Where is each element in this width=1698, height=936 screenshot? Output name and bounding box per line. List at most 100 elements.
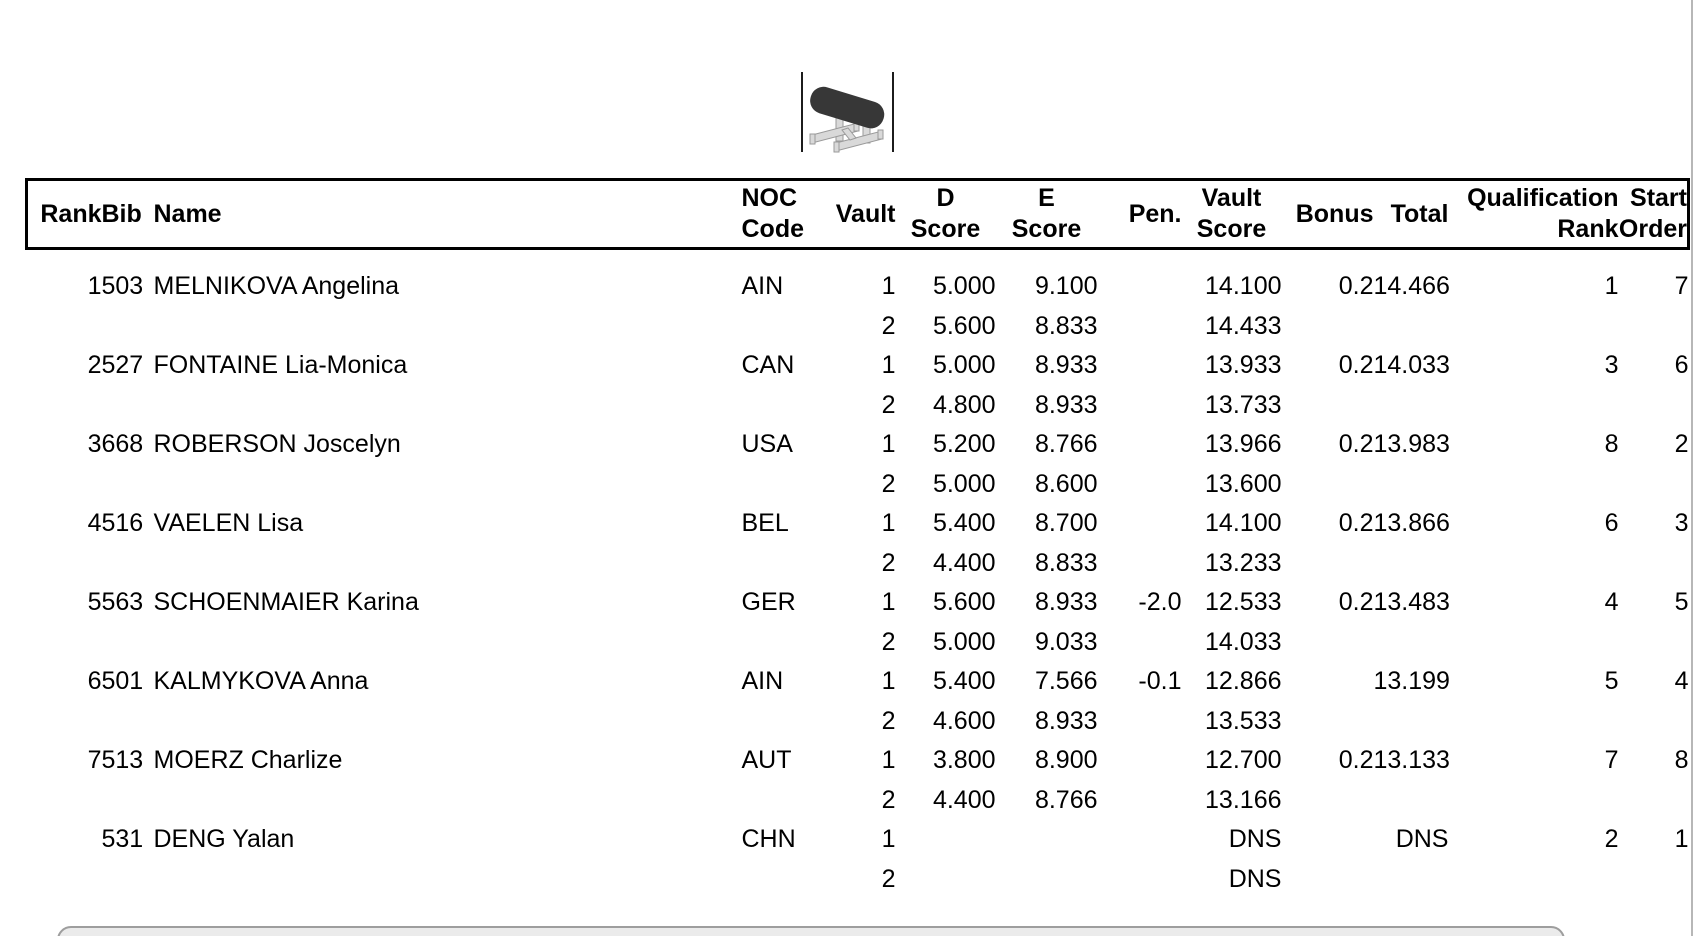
rank-cell	[27, 702, 102, 742]
d-score-cell: 4.600	[932, 706, 996, 735]
bib-cell	[102, 860, 154, 900]
total-cell	[1374, 544, 1449, 584]
bonus-cell	[1282, 702, 1374, 742]
total-cell: 13.866	[1373, 509, 1450, 538]
qualification-rank-cell	[1449, 781, 1619, 821]
vault-number-cell: 1	[881, 588, 896, 617]
bib-cell: 563	[101, 588, 144, 617]
noc-code-cell: USA	[741, 430, 793, 459]
table-row: 1 503 MELNIKOVA Angelina AIN 1 5.000 9.1…	[27, 267, 1689, 307]
total-cell	[1374, 623, 1449, 663]
d-score-cell: 4.400	[932, 548, 996, 577]
bonus-cell	[1282, 465, 1374, 505]
start-order-cell	[1619, 702, 1689, 742]
bonus-cell: 0.2	[1338, 272, 1374, 301]
col-header-rank: Rank	[25, 178, 102, 250]
total-cell: DNS	[1395, 825, 1449, 854]
start-order-cell: 7	[1674, 272, 1689, 301]
d-score-cell: 5.000	[932, 627, 996, 656]
vault-score-cell: DNS	[1228, 825, 1282, 854]
table-row: 2 527 FONTAINE Lia-Monica CAN 1 5.000 8.…	[27, 346, 1689, 386]
vault-number-cell: 1	[881, 351, 896, 380]
vault-score-cell: 13.166	[1205, 785, 1282, 814]
total-cell	[1374, 386, 1449, 426]
col-header-name: Name	[153, 178, 742, 250]
vault-number-cell: 2	[881, 548, 896, 577]
bonus-cell: 0.2	[1338, 746, 1374, 775]
total-cell	[1374, 465, 1449, 505]
athlete-name-cell: KALMYKOVA Anna	[153, 667, 369, 696]
total-cell: 14.033	[1373, 351, 1450, 380]
rank-cell: 2	[87, 351, 102, 380]
athlete-name-cell: MELNIKOVA Angelina	[153, 272, 400, 301]
penalty-cell	[1098, 386, 1182, 426]
bib-cell: 527	[101, 351, 144, 380]
penalty-cell: -0.1	[1138, 667, 1182, 696]
rank-cell	[27, 860, 102, 900]
vault-score-cell: 12.700	[1205, 746, 1282, 775]
athlete-name-cell: MOERZ Charlize	[153, 746, 343, 775]
penalty-cell	[1098, 820, 1182, 860]
vault-score-cell: 12.866	[1205, 667, 1282, 696]
vault-score-cell: 12.533	[1205, 588, 1282, 617]
e-score-cell: 9.100	[1034, 272, 1098, 301]
table-row: 2 4.400 8.833 13.233	[27, 544, 1689, 584]
results-table-header: Rank Bib Name NOC Code Vault D Score E S…	[25, 178, 1690, 250]
e-score-cell: 8.933	[1034, 390, 1098, 419]
athlete-name-cell: DENG Yalan	[153, 825, 295, 854]
bib-cell	[102, 623, 154, 663]
athlete-name-cell	[154, 386, 742, 426]
vault-number-cell: 2	[881, 864, 896, 893]
vault-table-icon	[809, 86, 885, 153]
e-score-cell: 8.766	[1034, 430, 1098, 459]
qualification-rank-cell	[1449, 386, 1619, 426]
table-row: 2 4.800 8.933 13.733	[27, 386, 1689, 426]
e-score-cell: 8.833	[1034, 548, 1098, 577]
qualification-rank-cell	[1449, 702, 1619, 742]
start-order-cell: 2	[1674, 430, 1689, 459]
table-row: 5 563 SCHOENMAIER Karina GER 1 5.600 8.9…	[27, 583, 1689, 623]
penalty-cell	[1098, 860, 1182, 900]
penalty-cell	[1098, 741, 1182, 781]
d-score-cell: 4.400	[932, 785, 996, 814]
bib-cell: 503	[101, 272, 144, 301]
start-order-cell: 4	[1674, 667, 1689, 696]
bib-cell	[102, 386, 154, 426]
vault-score-cell: 14.100	[1205, 509, 1282, 538]
bib-cell: 531	[101, 825, 144, 854]
penalty-cell	[1098, 267, 1182, 307]
qualification-rank-cell: 5	[1604, 667, 1619, 696]
vault-score-cell: 13.966	[1205, 430, 1282, 459]
athlete-name-cell	[154, 544, 742, 584]
bib-cell	[102, 702, 154, 742]
bib-cell: 516	[101, 509, 144, 538]
col-header-d-score: D Score	[895, 178, 996, 250]
noc-code-cell: AUT	[741, 746, 792, 775]
noc-code-cell	[742, 386, 810, 426]
bib-cell: 668	[101, 430, 144, 459]
athlete-name-cell	[154, 860, 742, 900]
bonus-cell	[1282, 662, 1374, 702]
bonus-cell	[1282, 781, 1374, 821]
rank-cell	[27, 386, 102, 426]
athlete-name-cell: FONTAINE Lia-Monica	[153, 351, 408, 380]
col-header-total: Total	[1373, 178, 1449, 250]
d-score-cell	[896, 860, 996, 900]
e-score-cell: 8.833	[1034, 311, 1098, 340]
bottom-panel	[57, 926, 1565, 936]
table-row: 531 DENG Yalan CHN 1 DNS DNS 2 1	[27, 820, 1689, 860]
start-order-cell	[1619, 386, 1689, 426]
vault-score-cell: 13.233	[1205, 548, 1282, 577]
vault-score-cell: 13.933	[1205, 351, 1282, 380]
total-cell	[1374, 860, 1449, 900]
rank-cell: 4	[87, 509, 102, 538]
e-score-cell: 8.700	[1034, 509, 1098, 538]
vault-number-cell: 2	[881, 785, 896, 814]
penalty-cell	[1098, 425, 1182, 465]
e-score-cell: 8.600	[1034, 469, 1098, 498]
rank-cell	[27, 820, 102, 860]
vault-number-cell: 1	[881, 509, 896, 538]
vault-number-cell: 2	[881, 311, 896, 340]
bonus-cell	[1282, 820, 1374, 860]
total-cell	[1374, 307, 1449, 347]
